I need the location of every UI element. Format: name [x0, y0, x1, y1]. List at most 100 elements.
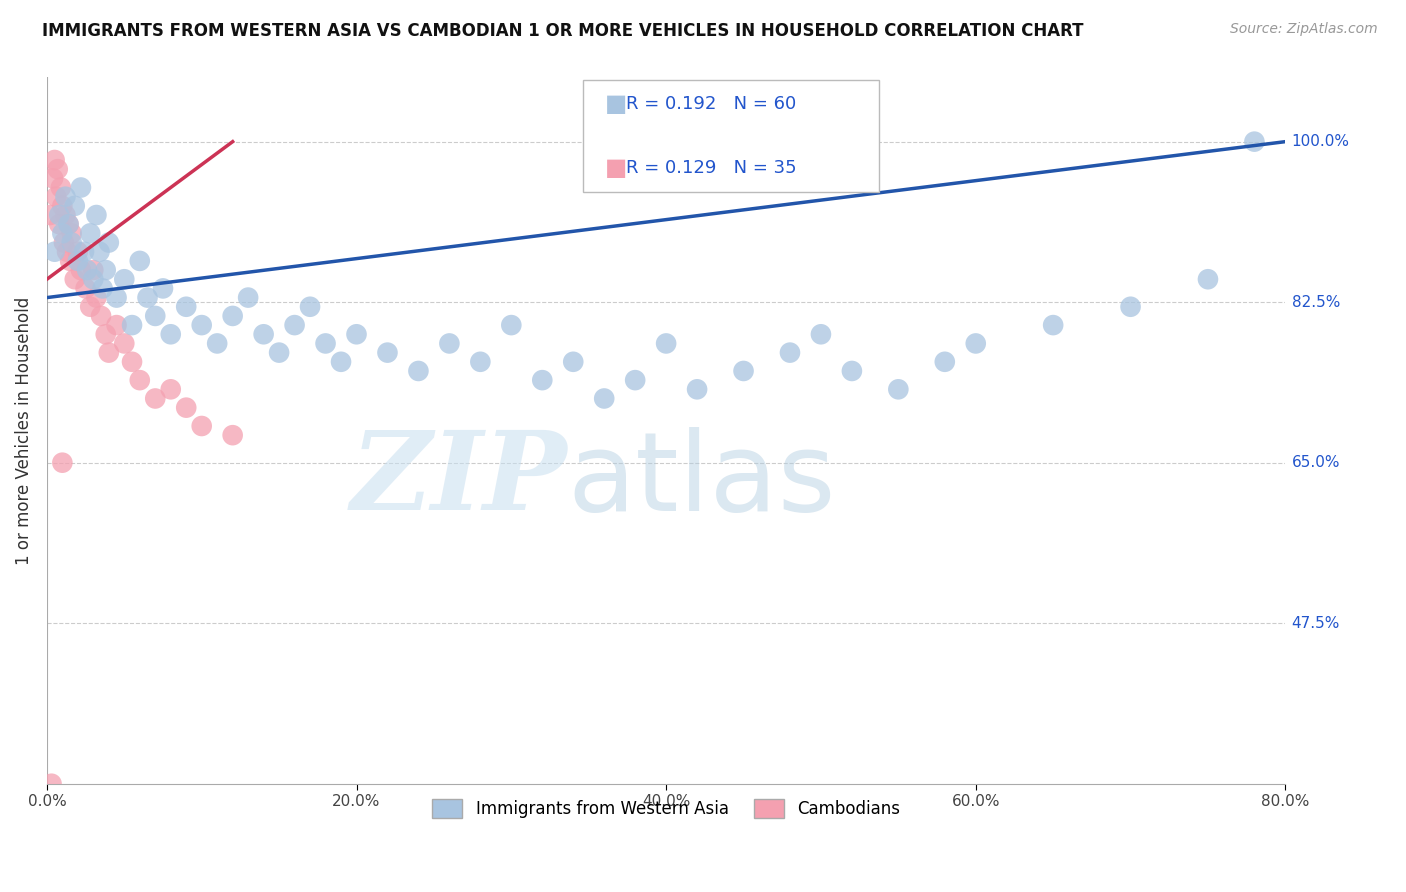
Point: [501, 318, 523, 332]
Point: [733, 364, 755, 378]
Point: [60, 227, 83, 241]
Point: [779, 345, 801, 359]
Point: [143, 392, 166, 406]
Point: [121, 355, 143, 369]
Point: [315, 336, 337, 351]
Point: [66, 253, 89, 268]
Point: [49, 180, 72, 194]
Point: [531, 373, 554, 387]
Point: [1197, 272, 1219, 286]
Point: [236, 291, 259, 305]
Point: [152, 281, 174, 295]
Point: [269, 345, 291, 359]
Point: [105, 291, 128, 305]
Point: [377, 345, 399, 359]
Point: [51, 227, 73, 241]
Point: [70, 263, 93, 277]
Text: atlas: atlas: [567, 426, 835, 533]
Point: [810, 327, 832, 342]
Point: [79, 227, 101, 241]
Text: IMMIGRANTS FROM WESTERN ASIA VS CAMBODIAN 1 OR MORE VEHICLES IN HOUSEHOLD CORREL: IMMIGRANTS FROM WESTERN ASIA VS CAMBODIA…: [42, 22, 1084, 40]
Point: [89, 244, 111, 259]
Point: [82, 263, 104, 277]
Point: [128, 253, 150, 268]
Point: [90, 309, 112, 323]
Legend: Immigrants from Western Asia, Cambodians: Immigrants from Western Asia, Cambodians: [426, 792, 907, 825]
Point: [76, 263, 98, 277]
Point: [655, 336, 678, 351]
Point: [965, 336, 987, 351]
Point: [190, 419, 212, 434]
Point: [58, 217, 80, 231]
Text: 47.5%: 47.5%: [1292, 615, 1340, 631]
Point: [48, 208, 70, 222]
Point: [73, 244, 96, 259]
Point: [66, 244, 89, 259]
Point: [841, 364, 863, 378]
Text: 65.0%: 65.0%: [1292, 455, 1340, 470]
Point: [174, 300, 197, 314]
Point: [58, 217, 80, 231]
Point: [59, 253, 82, 268]
Point: [46, 162, 69, 177]
Point: [94, 327, 117, 342]
Text: R = 0.192   N = 60: R = 0.192 N = 60: [626, 95, 796, 113]
Point: [190, 318, 212, 332]
Point: [44, 153, 66, 167]
Point: [79, 300, 101, 314]
Point: [143, 309, 166, 323]
Point: [624, 373, 647, 387]
Point: [112, 272, 135, 286]
Point: [41, 777, 63, 791]
Point: [408, 364, 430, 378]
Point: [346, 327, 368, 342]
Point: [75, 281, 97, 295]
Point: [136, 291, 159, 305]
Point: [70, 180, 93, 194]
Text: 100.0%: 100.0%: [1292, 134, 1350, 149]
Point: [42, 171, 65, 186]
Point: [86, 208, 108, 222]
Y-axis label: 1 or more Vehicles in Household: 1 or more Vehicles in Household: [15, 296, 32, 565]
Point: [55, 208, 77, 222]
Point: [94, 263, 117, 277]
Point: [221, 309, 243, 323]
Point: [470, 355, 492, 369]
Point: [887, 382, 910, 396]
Text: Source: ZipAtlas.com: Source: ZipAtlas.com: [1230, 22, 1378, 37]
Point: [205, 336, 228, 351]
Point: [56, 244, 79, 259]
Text: ■: ■: [605, 93, 627, 116]
Point: [159, 382, 181, 396]
Point: [52, 235, 75, 250]
Point: [51, 456, 73, 470]
Point: [439, 336, 461, 351]
Point: [51, 199, 73, 213]
Point: [55, 189, 77, 203]
Point: [284, 318, 307, 332]
Point: [562, 355, 585, 369]
Point: [39, 208, 62, 222]
Point: [63, 272, 86, 286]
Point: [45, 189, 67, 203]
Text: ZIP: ZIP: [350, 426, 567, 533]
Point: [221, 428, 243, 442]
Point: [934, 355, 956, 369]
Point: [1243, 135, 1265, 149]
Point: [299, 300, 322, 314]
Point: [330, 355, 353, 369]
Point: [112, 336, 135, 351]
Point: [60, 235, 83, 250]
Point: [252, 327, 274, 342]
Point: [44, 244, 66, 259]
Point: [121, 318, 143, 332]
Point: [82, 272, 104, 286]
Point: [593, 392, 616, 406]
Point: [1042, 318, 1064, 332]
Text: R = 0.129   N = 35: R = 0.129 N = 35: [626, 159, 796, 177]
Point: [91, 281, 114, 295]
Point: [97, 345, 120, 359]
Text: 82.5%: 82.5%: [1292, 294, 1340, 310]
Point: [174, 401, 197, 415]
Text: ■: ■: [605, 156, 627, 179]
